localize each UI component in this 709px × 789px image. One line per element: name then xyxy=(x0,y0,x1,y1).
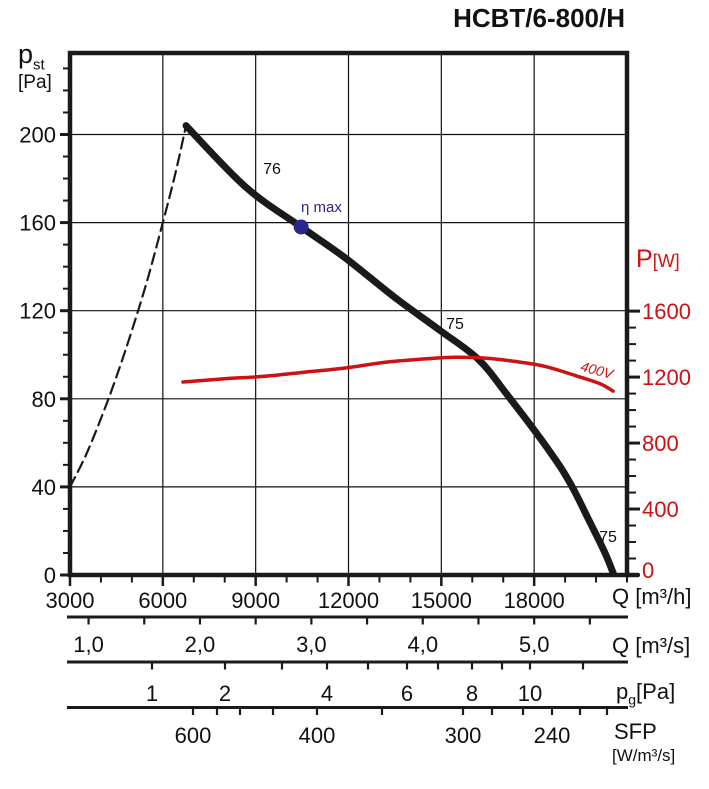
power-symbol: P xyxy=(636,245,653,273)
power-tick-label: 1600 xyxy=(642,299,691,324)
efficiency-label-75-end: 75 xyxy=(599,529,617,546)
pst-tick-label: 80 xyxy=(32,387,56,412)
power-curve xyxy=(181,355,615,393)
sfp-label: SFP xyxy=(614,719,657,744)
pg-tick-label: 6 xyxy=(401,681,413,706)
x-tick-label: 3000 xyxy=(46,588,95,613)
pst-axis-label: pst [Pa] xyxy=(18,40,52,93)
pg-tick-label: 1 xyxy=(146,681,158,706)
pst-tick-label: 0 xyxy=(44,563,56,588)
m3s-tick-label: 1,0 xyxy=(73,632,104,657)
m3s-tick-label: 4,0 xyxy=(407,632,438,657)
x-tick-label: 18000 xyxy=(504,588,565,613)
pg-tick-label: 8 xyxy=(466,681,478,706)
surge-limit-line xyxy=(68,124,188,488)
pst-tick-label: 200 xyxy=(19,122,56,147)
efficiency-label-76: 76 xyxy=(263,161,281,178)
sfp-tick-label: 400 xyxy=(299,723,336,748)
pst-symbol-sub: st xyxy=(33,56,45,74)
power-tick-label: 800 xyxy=(642,431,679,456)
m3s-tick-label: 2,0 xyxy=(185,632,216,657)
eta-max-label: η max xyxy=(301,199,342,216)
x-tick-label: 15000 xyxy=(411,588,472,613)
chart-title: HCBT/6-800/H xyxy=(453,3,625,33)
pg-tick-label: 2 xyxy=(219,681,231,706)
q-m3h-unit-label: Q [m³/h] xyxy=(612,584,692,609)
chart-frame xyxy=(67,50,630,578)
m3s-tick-label: 3,0 xyxy=(296,632,327,657)
x-tick-label: 9000 xyxy=(231,588,280,613)
pst-tick-label: 120 xyxy=(19,299,56,324)
power-unit: [W] xyxy=(652,251,680,271)
pst-unit: [Pa] xyxy=(18,72,52,94)
sfp-tick-label: 300 xyxy=(445,723,482,748)
x-tick-label: 6000 xyxy=(138,588,187,613)
efficiency-label-75-mid: 75 xyxy=(446,316,464,333)
sfp-unit-label: [W/m³/s] xyxy=(612,746,676,765)
pst-symbol: p xyxy=(18,39,34,69)
pg-unit-label: pg[Pa] xyxy=(616,680,675,707)
power-tick-label: 0 xyxy=(642,558,654,583)
pg-symbol: p xyxy=(616,679,629,704)
eta-max-dot xyxy=(293,219,309,235)
sfp-tick-label: 600 xyxy=(175,723,212,748)
fan-pressure-curve xyxy=(182,122,617,577)
power-axis-label: P[W] xyxy=(636,246,680,272)
pg-unit: [Pa] xyxy=(636,679,676,704)
x-tick-label: 12000 xyxy=(318,588,379,613)
pst-tick-label: 160 xyxy=(19,211,56,236)
pg-tick-label: 10 xyxy=(518,681,542,706)
q-m3s-unit-label: Q [m³/s] xyxy=(612,633,691,658)
pg-tick-label: 4 xyxy=(321,681,333,706)
m3s-tick-label: 5,0 xyxy=(519,632,550,657)
power-tick-label: 400 xyxy=(642,497,679,522)
power-tick-label: 1200 xyxy=(642,365,691,390)
sfp-tick-label: 240 xyxy=(534,723,571,748)
pg-symbol-sub: g xyxy=(628,691,637,708)
pst-tick-label: 40 xyxy=(32,475,56,500)
